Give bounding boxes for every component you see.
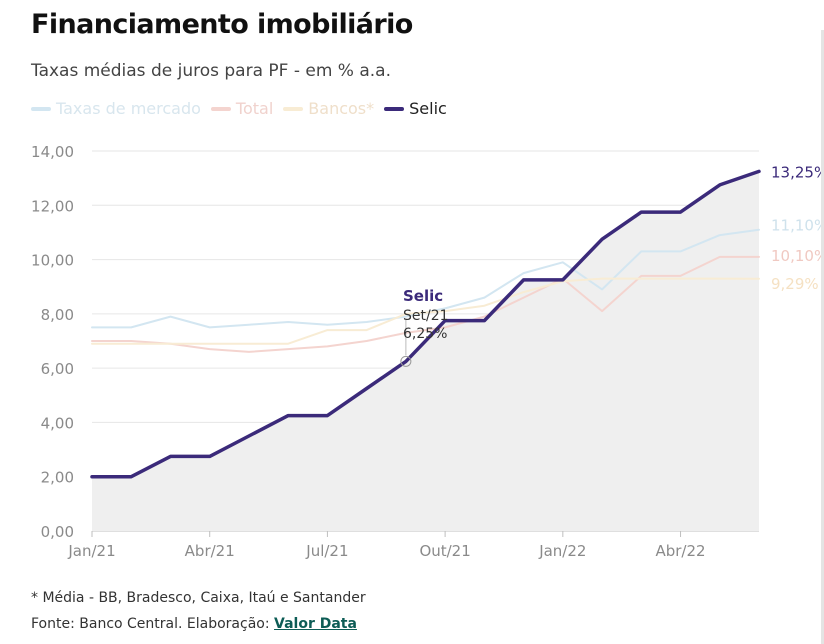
y-tick-label-3: 6,00 [41,360,74,378]
annotation-title: Selic [403,287,443,305]
y-tick-label-4: 8,00 [41,306,74,324]
legend-item-mercado[interactable]: Taxas de mercado [31,99,201,118]
legend-item-bancos[interactable]: Bancos* [283,99,374,118]
legend-item-total[interactable]: Total [210,99,274,118]
chart-title: Financiamento imobiliário [31,9,413,40]
annotation-date: Set/21 [403,308,449,324]
series-line-total [91,255,760,353]
y-tick-label-7: 14,00 [31,143,74,161]
legend-swatch-mercado [31,106,51,111]
end-label-bancos: 9,29% [771,275,819,293]
annotation-marker [400,355,412,367]
legend-swatch-total [210,106,231,111]
legend-item-selic[interactable]: Selic [384,99,447,118]
end-label-selic: 13,25% [771,163,824,181]
x-tick-label-4: Jan/22 [538,542,586,560]
series-line-selic [90,169,761,479]
x-tick-label-2: Jul/21 [305,542,348,560]
legend-swatch-selic [384,106,405,111]
series-line-bancos [91,277,760,345]
x-tick-label-1: Abr/21 [185,542,235,560]
y-tick-label-2: 4,00 [41,414,74,432]
source-prefix: Fonte: Banco Central. Elaboração: [31,616,275,632]
x-tick-label-5: Abr/22 [655,542,705,560]
y-tick-label-5: 10,00 [31,252,74,270]
y-tick-label-6: 12,00 [31,197,74,215]
annotation-value: 6,25% [403,326,447,342]
y-tick-label-0: 0,00 [41,523,74,541]
x-tick-label-3: Out/21 [419,542,470,560]
footnote: * Média - BB, Bradesco, Caixa, Itaú e Sa… [31,590,366,606]
legend-swatch-bancos [283,106,304,111]
chart-subtitle: Taxas médias de juros para PF - em % a.a… [31,61,391,81]
source-link[interactable]: Valor Data [274,616,357,632]
scrollbar[interactable] [821,30,824,644]
selic-area [92,171,759,531]
end-label-total: 10,10% [771,247,824,265]
source-line: Fonte: Banco Central. Elaboração: Valor … [31,616,357,632]
end-label-mercado: 11,10% [771,217,824,235]
x-tick-label-0: Jan/21 [67,542,115,560]
legend-label-selic: Selic [409,99,447,118]
legend-label-total: Total [235,99,274,118]
chart-legend: Taxas de mercado Total Bancos* Selic [31,99,457,118]
legend-label-mercado: Taxas de mercado [56,99,201,118]
legend-label-bancos: Bancos* [308,99,375,118]
y-tick-label-1: 2,00 [41,469,74,487]
